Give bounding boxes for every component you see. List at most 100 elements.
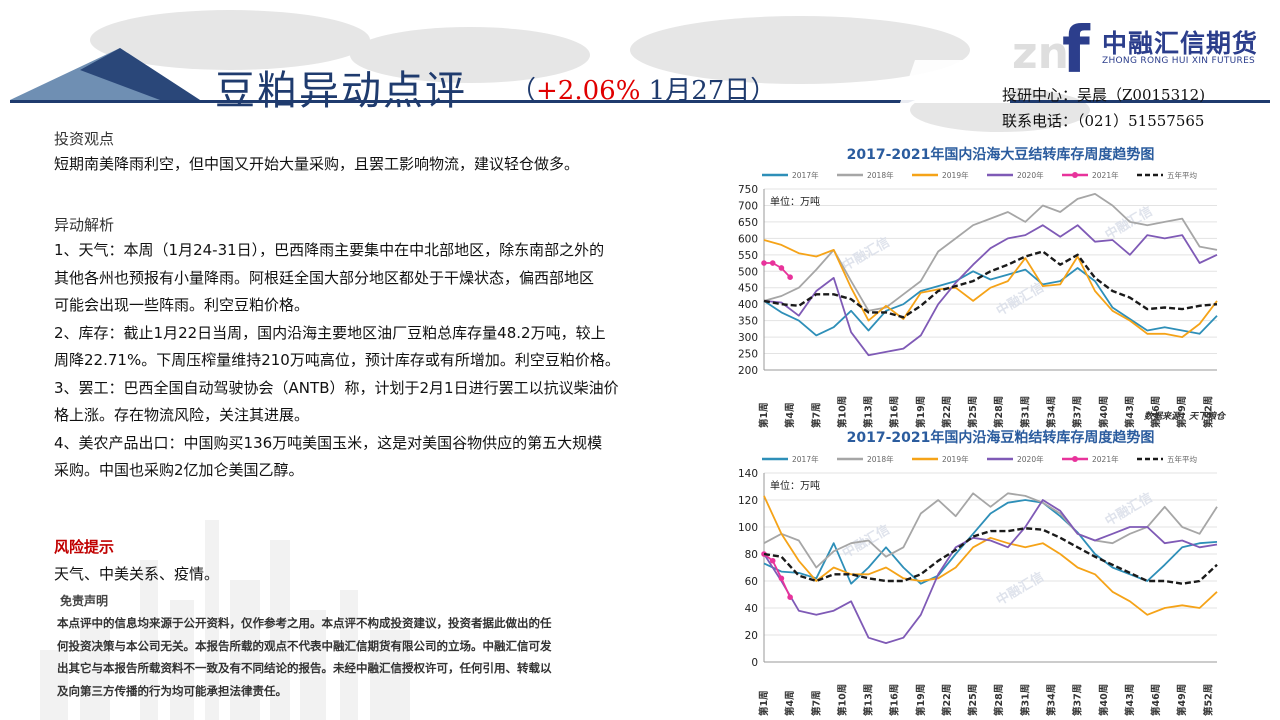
y-tick-label: 750 bbox=[738, 184, 758, 196]
y-tick-label: 120 bbox=[738, 495, 758, 507]
x-tick-label: 第13周 bbox=[863, 396, 875, 428]
x-tick-label: 第16周 bbox=[889, 396, 901, 428]
x-tick-label: 第13周 bbox=[863, 684, 875, 716]
series-line bbox=[763, 492, 1218, 569]
chart-title: 2017-2021年国内沿海豆粕结转库存周度趋势图 bbox=[847, 429, 1155, 446]
series-line bbox=[763, 193, 1218, 312]
y-tick-label: 140 bbox=[738, 468, 758, 480]
chart-watermark: 中融汇信 bbox=[1102, 203, 1155, 243]
legend-label: 2021年 bbox=[1092, 170, 1119, 180]
analysis-line: 4、美农产品出口：中国购买136万吨美国玉米，这是对美国谷物供应的第五大规模 bbox=[54, 433, 603, 452]
x-tick-label: 第46周 bbox=[1150, 396, 1162, 428]
series-line bbox=[764, 262, 791, 278]
y-tick-label: 60 bbox=[745, 576, 758, 588]
analysis-line: 3、罢工：巴西全国自动驾驶协会（ANTB）称，计划于2月1日进行罢工以抗议柴油价 bbox=[54, 378, 619, 397]
chart-watermark: 中融汇信 bbox=[1102, 490, 1155, 530]
y-tick-label: 200 bbox=[738, 365, 758, 377]
analysis-heading: 异动解析 bbox=[54, 216, 115, 234]
legend-marker bbox=[1072, 456, 1078, 462]
chart-watermark: 中融汇信 bbox=[994, 569, 1047, 609]
analysis-line: 可能会出现一些阵雨。利空豆粕价格。 bbox=[54, 296, 310, 314]
subtitle-open: （ bbox=[510, 76, 537, 106]
x-tick-label: 第1周 bbox=[758, 690, 770, 716]
legend-marker bbox=[1072, 172, 1078, 178]
series-line bbox=[763, 239, 1218, 339]
risk-text: 天气、中美关系、疫情。 bbox=[54, 565, 220, 583]
series-line bbox=[763, 527, 1218, 585]
data-point bbox=[787, 594, 793, 600]
series-line bbox=[763, 495, 1218, 616]
legend-label: 五年平均 bbox=[1167, 170, 1197, 180]
x-tick-label: 第19周 bbox=[915, 396, 927, 428]
page-title: 豆粕异动点评 bbox=[215, 68, 467, 114]
x-tick-label: 第52周 bbox=[1202, 396, 1214, 428]
unit-label: 单位：万吨 bbox=[770, 195, 820, 208]
legend-label: 五年平均 bbox=[1167, 454, 1197, 464]
legend-label: 2021年 bbox=[1092, 454, 1119, 464]
x-tick-label: 第40周 bbox=[1098, 396, 1110, 428]
legend-label: 2017年 bbox=[792, 170, 819, 180]
analyst-info: 投研中心：吴晨（Z0015312) bbox=[1002, 86, 1206, 104]
soybean-inventory-chart: 2017-2021年国内沿海大豆结转库存周度趋势图 2017年 2018年 2019年… bbox=[738, 146, 1227, 428]
legend-label: 2019年 bbox=[942, 454, 969, 464]
analysis-line: 采购。中国也采购2亿加仑美国乙醇。 bbox=[54, 461, 304, 479]
x-tick-label: 第1周 bbox=[758, 402, 770, 428]
analysis-section: 异动解析 1、天气：本周（1月24-31日），巴西降雨主要集中在中北部地区，除东… bbox=[54, 214, 694, 485]
x-tick-label: 第40周 bbox=[1098, 684, 1110, 716]
logo-company-name-en: ZHONG RONG HUI XIN FUTURES bbox=[1102, 56, 1256, 66]
analysis-line: 格上涨。存在物流风险，关注其进展。 bbox=[54, 406, 310, 424]
phone-info: 联系电话：（021）51557565 bbox=[1002, 112, 1205, 130]
logo-mark: f bbox=[1062, 14, 1091, 80]
company-logo-icon: zn f bbox=[1012, 14, 1091, 80]
x-tick-label: 第28周 bbox=[993, 684, 1005, 716]
legend-label: 2019年 bbox=[942, 170, 969, 180]
y-tick-label: 20 bbox=[745, 630, 758, 642]
y-tick-label: 600 bbox=[738, 233, 758, 245]
x-tick-label: 第52周 bbox=[1202, 684, 1214, 716]
disclaimer-line: 出其它与本报告所载资料不一致及有不同结论的报告。未经中融汇信授权许可，任何引用、… bbox=[57, 661, 552, 675]
risk-heading: 风险提示 bbox=[54, 538, 115, 556]
series-line bbox=[763, 499, 1218, 585]
y-tick-label: 400 bbox=[738, 299, 758, 311]
x-tick-label: 第49周 bbox=[1176, 684, 1188, 716]
legend-label: 2020年 bbox=[1017, 170, 1044, 180]
y-tick-label: 300 bbox=[738, 332, 758, 344]
x-tick-label: 第46周 bbox=[1150, 684, 1162, 716]
x-tick-label: 第25周 bbox=[967, 684, 979, 716]
risk-section: 风险提示 天气、中美关系、疫情。 bbox=[54, 536, 694, 589]
y-tick-label: 350 bbox=[738, 316, 758, 328]
analysis-line: 2、库存：截止1月22日当周，国内沿海主要地区油厂豆粕总库存量48.2万吨，较上 bbox=[54, 323, 606, 342]
x-tick-label: 第34周 bbox=[1045, 684, 1057, 716]
x-tick-label: 第28周 bbox=[993, 396, 1005, 428]
y-tick-label: 40 bbox=[745, 603, 758, 615]
x-tick-label: 第22周 bbox=[941, 396, 953, 428]
disclaimer: 本点评中的信息均来源于公开资料，仅作参考之用。本点评不构成投资建议，投资者据此做… bbox=[57, 612, 647, 702]
legend-label: 2017年 bbox=[792, 454, 819, 464]
data-point bbox=[769, 557, 776, 564]
x-tick-label: 第31周 bbox=[1019, 684, 1031, 716]
data-point bbox=[769, 260, 776, 266]
x-tick-label: 第37周 bbox=[1072, 396, 1084, 428]
x-tick-label: 第22周 bbox=[941, 684, 953, 716]
x-tick-label: 第37周 bbox=[1072, 684, 1084, 716]
y-tick-label: 250 bbox=[738, 349, 758, 361]
x-tick-label: 第19周 bbox=[915, 684, 927, 716]
y-tick-label: 500 bbox=[738, 266, 758, 278]
investment-view-heading: 投资观点 bbox=[54, 130, 115, 148]
analysis-line: 1、天气：本周（1月24-31日），巴西降雨主要集中在中北部地区，除东南部之外的 bbox=[54, 241, 605, 259]
y-tick-label: 550 bbox=[738, 250, 758, 262]
y-tick-label: 450 bbox=[738, 283, 758, 295]
x-tick-label: 第16周 bbox=[889, 684, 901, 716]
legend-label: 2018年 bbox=[867, 170, 894, 180]
page-subtitle: （+2.06% 1月27日） bbox=[510, 70, 776, 107]
x-tick-label: 第4周 bbox=[784, 402, 796, 428]
chart-title: 2017-2021年国内沿海大豆结转库存周度趋势图 bbox=[847, 146, 1155, 163]
chart-watermark: 中融汇信 bbox=[840, 234, 893, 274]
disclaimer-line: 本点评中的信息均来源于公开资料，仅作参考之用。本点评不构成投资建议，投资者据此做… bbox=[57, 616, 552, 630]
investment-view-text: 短期南美降雨利空，但中国又开始大量采购，且罢工影响物流，建议轻仓做多。 bbox=[54, 155, 580, 173]
y-tick-label: 100 bbox=[738, 522, 758, 534]
series-line bbox=[763, 499, 1218, 645]
x-tick-label: 第34周 bbox=[1045, 396, 1057, 428]
y-tick-label: 700 bbox=[738, 200, 758, 212]
